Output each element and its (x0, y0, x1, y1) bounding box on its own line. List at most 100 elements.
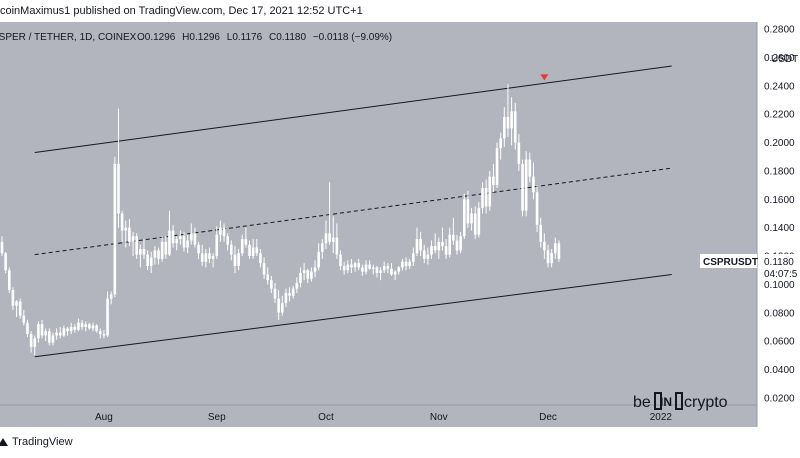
candle-body (426, 254, 430, 259)
candle-body (215, 234, 219, 257)
candle-body (84, 324, 88, 327)
candle-body (324, 233, 328, 244)
ohlc-high: 0.1296 (189, 32, 220, 43)
candle (361, 264, 364, 276)
tradingview-logo[interactable]: TradingView (0, 436, 73, 448)
candle-body (484, 187, 488, 207)
candle (386, 263, 390, 274)
channel-upper-line (34, 65, 672, 153)
candle (26, 319, 29, 337)
candle-body (299, 273, 302, 284)
price-tick-label: 0.1400 (764, 223, 795, 234)
time-axis-ticks[interactable]: Aug Sep Oct Nov Dec 2022 (95, 412, 672, 423)
candle-body (477, 207, 481, 235)
candle-body (189, 233, 193, 241)
candle-body (102, 334, 106, 336)
candle (557, 240, 561, 262)
candle-body (408, 261, 411, 266)
candle (80, 319, 84, 330)
candle (299, 267, 302, 288)
candle-body (80, 322, 84, 327)
candle-body (219, 227, 222, 235)
candle (259, 248, 262, 268)
candle-body (284, 292, 288, 303)
candle-body (113, 163, 117, 295)
candle-body (226, 236, 229, 245)
price-tick-label: 0.1600 (764, 195, 795, 206)
candle-body (288, 292, 291, 296)
candles (0, 84, 561, 356)
candle (448, 227, 452, 258)
candle (477, 202, 481, 238)
candle (481, 182, 484, 214)
candle (193, 227, 197, 248)
candle (88, 322, 91, 330)
candle-body (197, 244, 200, 254)
candle (415, 227, 419, 257)
candle-body (473, 213, 477, 235)
candle-body (66, 328, 69, 332)
candle (200, 244, 204, 266)
candle-body (160, 241, 164, 259)
candle (521, 159, 524, 217)
candle-body (55, 332, 58, 336)
price-tag-symbol-bg (700, 254, 757, 268)
price-axis-ticks[interactable]: 0.2800 0.2600 0.2400 0.2200 0.2000 0.1800 0.16… (764, 25, 795, 405)
candle-body (557, 243, 561, 259)
candle (535, 185, 539, 232)
candle (353, 261, 357, 272)
price-chart[interactable]: ASPER / TETHER, 1D, COINEX O0.1296 H0.12… (0, 22, 800, 427)
candle-body (379, 270, 382, 274)
ohlc-open-label: O (137, 32, 145, 43)
candle (495, 142, 499, 188)
candle (142, 239, 146, 259)
candle (11, 287, 15, 310)
time-tick-label: Dec (539, 412, 557, 423)
price-tick-label: 0.2000 (764, 138, 795, 149)
price-tag-value: 0.1180 (764, 257, 794, 268)
candle (266, 267, 270, 285)
candle-body (495, 148, 499, 186)
candle-body (248, 244, 251, 257)
candle-body (277, 298, 280, 313)
candle-body (128, 227, 131, 242)
candle (444, 239, 448, 259)
candle (462, 193, 466, 240)
candle-body (95, 325, 98, 332)
candle-body (88, 324, 91, 329)
candle-body (350, 264, 353, 268)
candle (470, 207, 473, 231)
candle-body (142, 248, 146, 255)
channel-lines (34, 65, 672, 358)
candle (248, 240, 251, 259)
candle-body (0, 241, 4, 254)
candle (499, 132, 502, 160)
candle (335, 223, 339, 259)
candle-body (139, 248, 142, 255)
publish-info: coinMaximus1 published on TradingView.co… (0, 5, 363, 17)
candle (484, 179, 488, 214)
candle (48, 328, 51, 346)
candle (390, 263, 393, 276)
candle-body (517, 142, 521, 164)
candle (215, 226, 219, 259)
ohlc-change: −0.0118 (−9.09%) (313, 32, 392, 43)
candle-body (441, 241, 444, 247)
candle (255, 239, 259, 257)
watermark-be: be (633, 394, 651, 411)
candle (473, 206, 477, 240)
candle (262, 257, 266, 279)
candle (179, 230, 182, 245)
candle-body (193, 233, 197, 245)
candle (466, 190, 470, 228)
candle (441, 227, 444, 251)
candle-body (550, 253, 553, 264)
candle (211, 253, 215, 268)
last-price-tag[interactable]: CSPRUSDT 0.1180 04:07:5 (700, 254, 800, 280)
price-tick-label: 0.2600 (764, 53, 795, 64)
candle (280, 295, 284, 316)
candle (189, 223, 193, 245)
chart-svg[interactable]: ASPER / TETHER, 1D, COINEX O0.1296 H0.12… (0, 22, 800, 427)
candle (291, 285, 295, 299)
candle-body (273, 288, 277, 299)
